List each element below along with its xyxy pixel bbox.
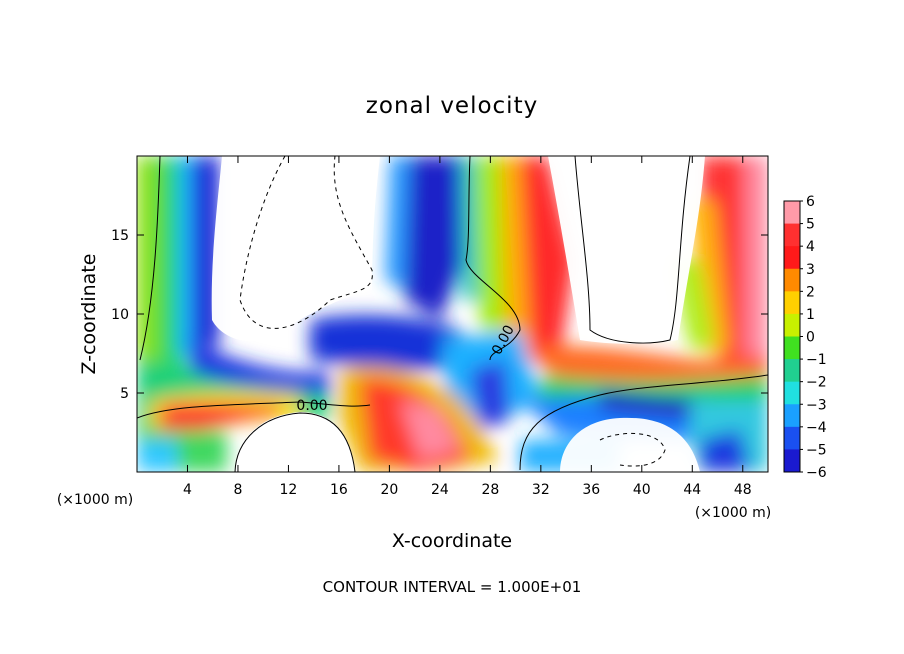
colorbar-swatch <box>784 404 800 428</box>
x-tick-label: 16 <box>330 482 348 498</box>
colorbar-swatch <box>784 223 800 247</box>
colorbar-swatch <box>784 449 800 473</box>
x-axis-label: X-coordinate <box>392 530 512 552</box>
colorbar-swatch <box>784 291 800 315</box>
colorbar-tick-label: 4 <box>806 239 815 255</box>
colorbar-tick-label: −5 <box>806 442 827 458</box>
x-tick-label: 32 <box>532 482 550 498</box>
x-tick-label: 24 <box>431 482 449 498</box>
colorbar-tick-label: 2 <box>806 284 815 300</box>
colorbar-tick-label: 6 <box>806 194 815 210</box>
x-tick-label: 44 <box>683 482 701 498</box>
colorbar-tick-label: −6 <box>806 465 827 481</box>
colorbar-tick-label: −4 <box>806 420 827 436</box>
colorbar-swatch <box>784 201 800 225</box>
x-tick-label: 40 <box>633 482 651 498</box>
x-tick-label: 28 <box>481 482 499 498</box>
colorbar-swatch <box>784 313 800 337</box>
colorbar-swatch <box>784 381 800 405</box>
colorbar-swatch <box>784 359 800 383</box>
colorbar-swatch <box>784 426 800 450</box>
x-unit-left: (×1000 m) <box>57 492 133 508</box>
x-tick-label: 8 <box>233 482 242 498</box>
contour-interval-note: CONTOUR INTERVAL = 1.000E+01 <box>323 578 582 596</box>
colorbar-swatch <box>784 246 800 270</box>
colorbar-tick-label: −2 <box>806 375 827 391</box>
colorbar-swatch <box>784 336 800 360</box>
colorbar-tick-label: 0 <box>806 330 815 346</box>
colorbar-tick-label: 1 <box>806 307 815 323</box>
x-unit-right: (×1000 m) <box>695 505 771 521</box>
y-tick-label: 10 <box>111 307 129 323</box>
x-tick-label: 48 <box>734 482 752 498</box>
x-tick-label: 36 <box>582 482 600 498</box>
x-tick-label: 4 <box>183 482 192 498</box>
colorbar-tick-label: −1 <box>806 352 827 368</box>
chart-title: zonal velocity <box>366 93 538 119</box>
x-tick-label: 12 <box>280 482 298 498</box>
x-tick-label: 20 <box>380 482 398 498</box>
y-tick-label: 15 <box>111 228 129 244</box>
colorbar-tick-label: −3 <box>806 397 827 413</box>
colorbar: 6 5 4 3 2 1 0 −1 −2 −3 −4 −5 −6 <box>783 194 827 481</box>
y-axis: 5 10 15 <box>111 228 768 402</box>
colorbar-tick-label: 3 <box>806 262 815 278</box>
y-tick-label: 5 <box>120 386 129 402</box>
contour-label-1: 0.00 <box>296 398 327 414</box>
colorbar-tick-label: 5 <box>806 217 815 233</box>
x-axis: 4 8 12 16 20 24 28 32 36 40 44 48 <box>183 156 752 498</box>
y-axis-label: Z-coordinate <box>78 254 100 375</box>
velocity-field: 0.00 0.00 <box>137 156 768 472</box>
colorbar-swatch <box>784 268 800 292</box>
